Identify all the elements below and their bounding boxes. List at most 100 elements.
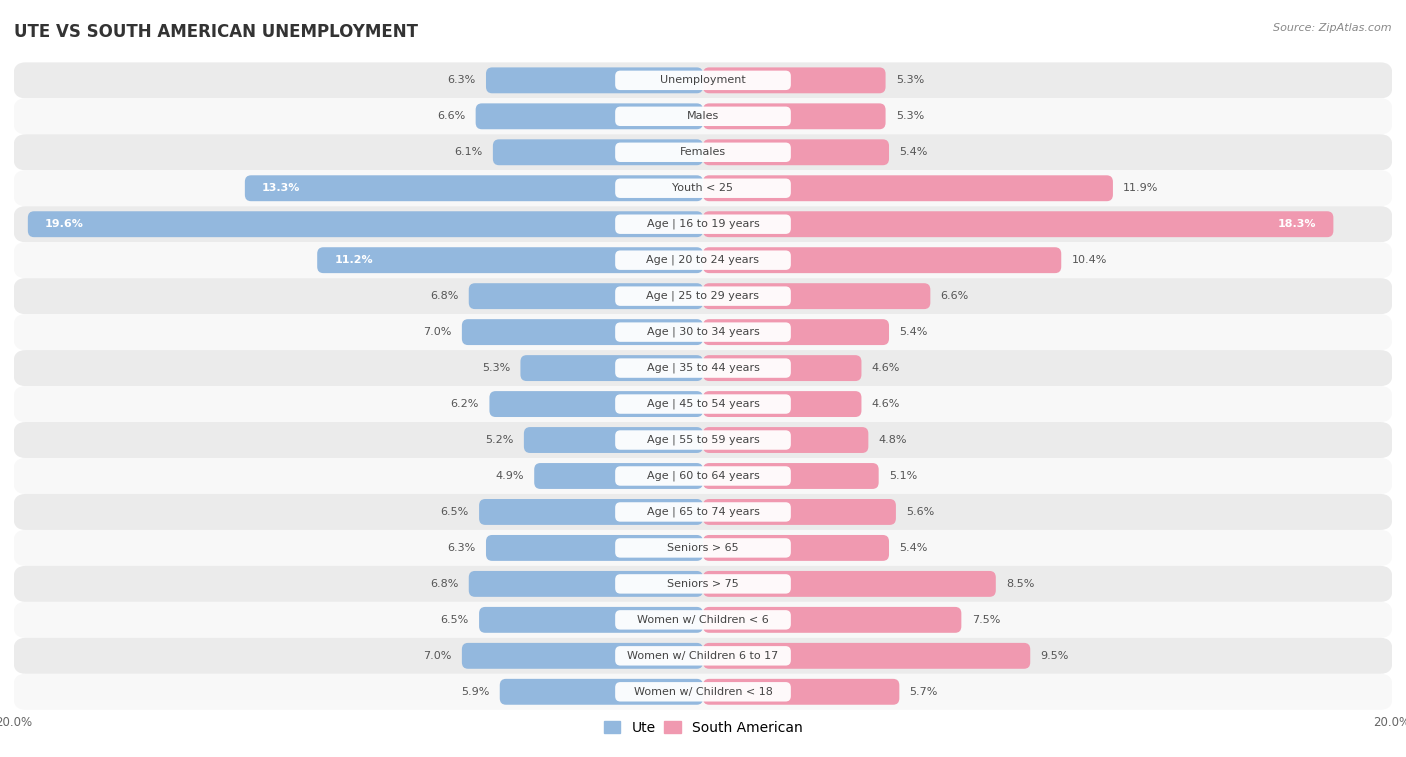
- Text: Age | 35 to 44 years: Age | 35 to 44 years: [647, 363, 759, 373]
- Text: 5.3%: 5.3%: [896, 111, 924, 121]
- FancyBboxPatch shape: [14, 566, 1392, 602]
- FancyBboxPatch shape: [703, 607, 962, 633]
- FancyBboxPatch shape: [616, 251, 790, 270]
- FancyBboxPatch shape: [524, 427, 703, 453]
- FancyBboxPatch shape: [14, 98, 1392, 134]
- Text: 6.6%: 6.6%: [941, 291, 969, 301]
- FancyBboxPatch shape: [616, 70, 790, 90]
- FancyBboxPatch shape: [703, 67, 886, 93]
- FancyBboxPatch shape: [616, 574, 790, 593]
- FancyBboxPatch shape: [14, 170, 1392, 206]
- Text: 11.2%: 11.2%: [335, 255, 373, 265]
- Text: 5.3%: 5.3%: [482, 363, 510, 373]
- Text: 4.9%: 4.9%: [495, 471, 524, 481]
- FancyBboxPatch shape: [14, 314, 1392, 350]
- FancyBboxPatch shape: [703, 643, 1031, 668]
- FancyBboxPatch shape: [14, 62, 1392, 98]
- FancyBboxPatch shape: [14, 638, 1392, 674]
- FancyBboxPatch shape: [14, 386, 1392, 422]
- FancyBboxPatch shape: [703, 139, 889, 165]
- Text: 4.8%: 4.8%: [879, 435, 907, 445]
- Text: Age | 30 to 34 years: Age | 30 to 34 years: [647, 327, 759, 338]
- FancyBboxPatch shape: [14, 350, 1392, 386]
- FancyBboxPatch shape: [14, 530, 1392, 566]
- FancyBboxPatch shape: [616, 214, 790, 234]
- Text: Women w/ Children < 18: Women w/ Children < 18: [634, 687, 772, 696]
- FancyBboxPatch shape: [703, 248, 1062, 273]
- Text: UTE VS SOUTH AMERICAN UNEMPLOYMENT: UTE VS SOUTH AMERICAN UNEMPLOYMENT: [14, 23, 418, 41]
- FancyBboxPatch shape: [703, 355, 862, 381]
- FancyBboxPatch shape: [318, 248, 703, 273]
- FancyBboxPatch shape: [534, 463, 703, 489]
- FancyBboxPatch shape: [475, 104, 703, 129]
- Text: 6.1%: 6.1%: [454, 148, 482, 157]
- Text: 18.3%: 18.3%: [1278, 220, 1316, 229]
- FancyBboxPatch shape: [616, 466, 790, 486]
- FancyBboxPatch shape: [616, 538, 790, 558]
- Text: 5.4%: 5.4%: [900, 543, 928, 553]
- FancyBboxPatch shape: [703, 679, 900, 705]
- Text: 6.8%: 6.8%: [430, 291, 458, 301]
- FancyBboxPatch shape: [14, 278, 1392, 314]
- Text: 5.7%: 5.7%: [910, 687, 938, 696]
- Text: Age | 25 to 29 years: Age | 25 to 29 years: [647, 291, 759, 301]
- FancyBboxPatch shape: [468, 571, 703, 597]
- FancyBboxPatch shape: [703, 104, 886, 129]
- FancyBboxPatch shape: [616, 107, 790, 126]
- Text: 10.4%: 10.4%: [1071, 255, 1107, 265]
- Text: Source: ZipAtlas.com: Source: ZipAtlas.com: [1274, 23, 1392, 33]
- FancyBboxPatch shape: [520, 355, 703, 381]
- Text: Women w/ Children < 6: Women w/ Children < 6: [637, 615, 769, 625]
- Text: Seniors > 65: Seniors > 65: [668, 543, 738, 553]
- Legend: Ute, South American: Ute, South American: [598, 715, 808, 740]
- Text: 6.5%: 6.5%: [440, 615, 468, 625]
- Text: 6.6%: 6.6%: [437, 111, 465, 121]
- Text: Seniors > 75: Seniors > 75: [666, 579, 740, 589]
- FancyBboxPatch shape: [14, 458, 1392, 494]
- FancyBboxPatch shape: [616, 142, 790, 162]
- FancyBboxPatch shape: [468, 283, 703, 309]
- FancyBboxPatch shape: [616, 358, 790, 378]
- FancyBboxPatch shape: [703, 463, 879, 489]
- Text: 9.5%: 9.5%: [1040, 651, 1069, 661]
- FancyBboxPatch shape: [14, 206, 1392, 242]
- Text: 6.3%: 6.3%: [447, 543, 475, 553]
- FancyBboxPatch shape: [28, 211, 703, 237]
- Text: 6.3%: 6.3%: [447, 76, 475, 86]
- FancyBboxPatch shape: [703, 211, 1333, 237]
- FancyBboxPatch shape: [703, 391, 862, 417]
- Text: 11.9%: 11.9%: [1123, 183, 1159, 193]
- Text: 5.4%: 5.4%: [900, 327, 928, 337]
- FancyBboxPatch shape: [616, 322, 790, 342]
- Text: 6.5%: 6.5%: [440, 507, 468, 517]
- Text: 5.3%: 5.3%: [896, 76, 924, 86]
- Text: Age | 20 to 24 years: Age | 20 to 24 years: [647, 255, 759, 266]
- FancyBboxPatch shape: [489, 391, 703, 417]
- Text: Unemployment: Unemployment: [661, 76, 745, 86]
- Text: 5.2%: 5.2%: [485, 435, 513, 445]
- Text: 4.6%: 4.6%: [872, 363, 900, 373]
- Text: 6.2%: 6.2%: [451, 399, 479, 409]
- Text: 5.1%: 5.1%: [889, 471, 917, 481]
- Text: 5.4%: 5.4%: [900, 148, 928, 157]
- Text: 4.6%: 4.6%: [872, 399, 900, 409]
- FancyBboxPatch shape: [14, 242, 1392, 278]
- Text: 19.6%: 19.6%: [45, 220, 84, 229]
- FancyBboxPatch shape: [479, 499, 703, 525]
- Text: 5.6%: 5.6%: [907, 507, 935, 517]
- FancyBboxPatch shape: [703, 283, 931, 309]
- Text: 5.9%: 5.9%: [461, 687, 489, 696]
- Text: Women w/ Children 6 to 17: Women w/ Children 6 to 17: [627, 651, 779, 661]
- FancyBboxPatch shape: [14, 422, 1392, 458]
- Text: Youth < 25: Youth < 25: [672, 183, 734, 193]
- FancyBboxPatch shape: [616, 502, 790, 522]
- FancyBboxPatch shape: [14, 602, 1392, 638]
- FancyBboxPatch shape: [486, 535, 703, 561]
- Text: 7.0%: 7.0%: [423, 651, 451, 661]
- FancyBboxPatch shape: [703, 427, 869, 453]
- FancyBboxPatch shape: [461, 643, 703, 668]
- Text: Females: Females: [681, 148, 725, 157]
- FancyBboxPatch shape: [14, 134, 1392, 170]
- FancyBboxPatch shape: [494, 139, 703, 165]
- FancyBboxPatch shape: [616, 179, 790, 198]
